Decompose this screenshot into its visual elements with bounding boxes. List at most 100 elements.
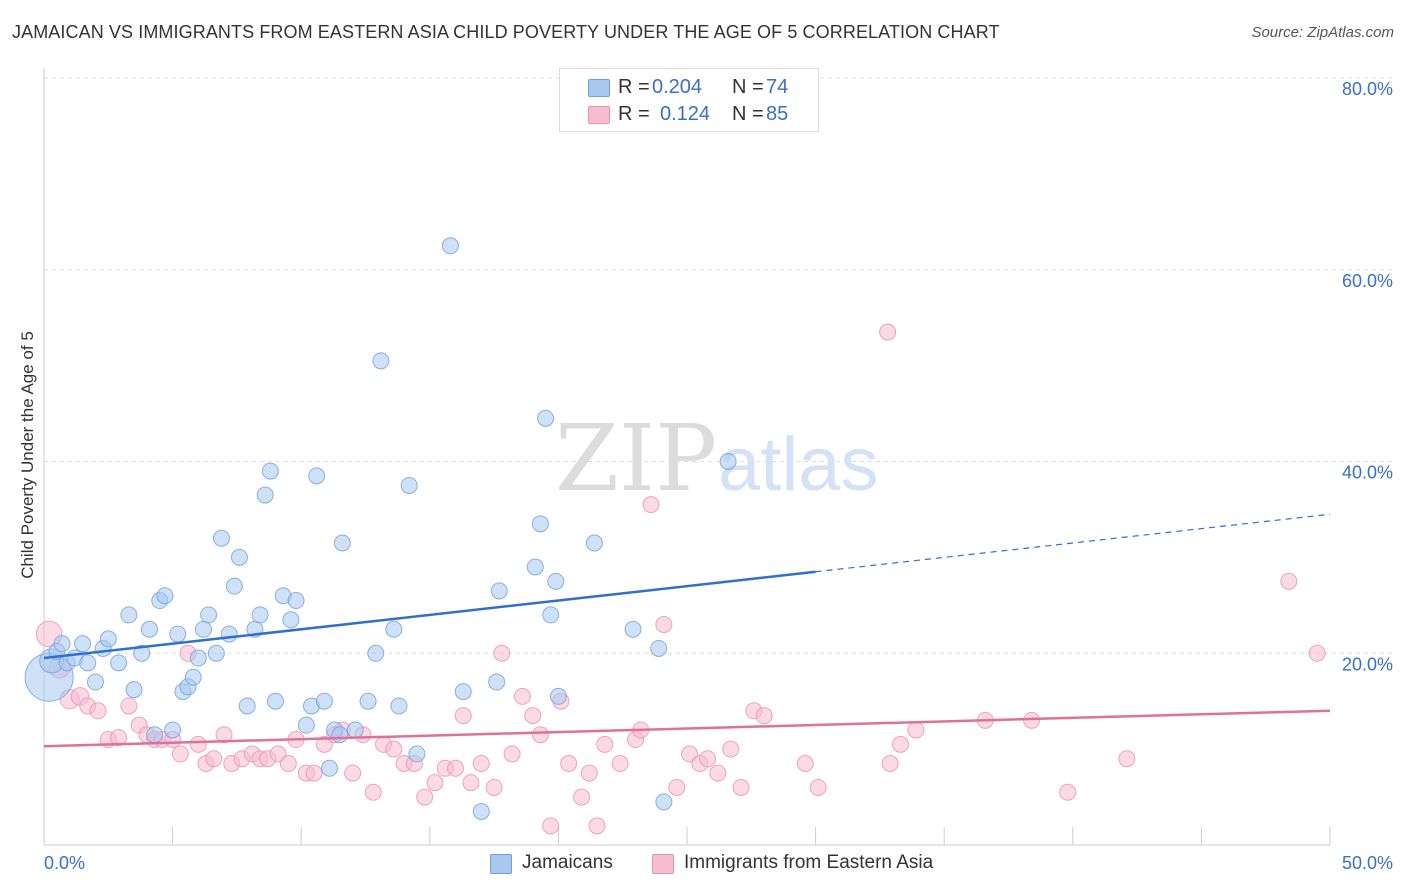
eastern-asia-point	[120, 697, 138, 715]
eastern-asia-point	[385, 740, 403, 758]
jamaican-point	[184, 668, 202, 686]
jamaican-point	[74, 635, 92, 653]
series-swatch-jamaicans	[490, 854, 512, 874]
legend-n-label: N =	[732, 76, 764, 98]
eastern-asia-point	[879, 323, 897, 341]
jamaican-point	[585, 534, 603, 552]
eastern-asia-point	[732, 778, 750, 796]
jamaican-point	[315, 692, 333, 710]
legend-row-eastern-asia: R = 0.124 N = 85	[560, 103, 818, 129]
eastern-asia-point	[524, 707, 542, 725]
jamaican-point	[333, 534, 351, 552]
eastern-asia-point	[907, 721, 925, 739]
eastern-asia-point	[171, 745, 189, 763]
legend-swatch-jamaicans	[588, 79, 610, 97]
eastern-asia-point	[454, 707, 472, 725]
eastern-asia-point	[1059, 783, 1077, 801]
jamaican-point	[189, 649, 207, 667]
eastern-asia-point	[503, 745, 521, 763]
eastern-asia-point	[344, 764, 362, 782]
jamaican-point	[320, 759, 338, 777]
eastern-asia-point	[881, 755, 899, 773]
jamaican-point	[308, 467, 326, 485]
jamaican-point	[624, 620, 642, 638]
x-tick-label: 0.0%	[44, 853, 85, 873]
legend-r-value: 0.204	[652, 76, 703, 98]
jamaican-point	[238, 697, 256, 715]
eastern-asia-point	[493, 644, 511, 662]
jamaican-point	[133, 644, 151, 662]
eastern-asia-point	[279, 755, 297, 773]
eastern-asia-point	[611, 755, 629, 773]
jamaican-point	[261, 462, 279, 480]
jamaican-point	[146, 726, 164, 744]
jamaicans-trend-line	[43, 570, 816, 660]
jamaican-point	[53, 635, 71, 653]
jamaican-point	[156, 587, 174, 605]
jamaican-point	[220, 625, 238, 643]
jamaican-point	[110, 654, 128, 672]
eastern-asia-trend-line	[43, 709, 1331, 748]
eastern-asia-point	[699, 750, 717, 768]
jamaicans-trend-extension	[815, 513, 1331, 573]
eastern-asia-point	[1308, 644, 1326, 662]
eastern-asia-point	[462, 774, 480, 792]
legend-r-label: R =	[618, 76, 650, 98]
legend-swatch-eastern-asia	[588, 106, 610, 124]
eastern-asia-point	[426, 774, 444, 792]
jamaican-point	[531, 515, 549, 533]
jamaican-point	[408, 745, 426, 763]
correlation-legend: R = 0.204 N = 74 R = 0.124 N = 85	[559, 68, 819, 132]
jamaican-point	[212, 529, 230, 547]
eastern-asia-point	[668, 778, 686, 796]
y-tick-label: 40.0%	[1342, 463, 1393, 483]
eastern-asia-point	[215, 726, 233, 744]
eastern-asia-point	[89, 702, 107, 720]
eastern-asia-point	[110, 729, 128, 747]
legend-n-label: N =	[732, 103, 764, 125]
jamaican-point	[256, 486, 274, 504]
eastern-asia-point	[580, 764, 598, 782]
legend-n-value: 85	[766, 103, 789, 125]
jamaican-point	[194, 620, 212, 638]
eastern-asia-point	[485, 778, 503, 796]
legend-n-value: 74	[766, 76, 789, 98]
jamaican-point	[331, 726, 349, 744]
jamaican-point	[164, 721, 182, 739]
eastern-asia-point	[755, 707, 773, 725]
eastern-asia-point	[472, 755, 490, 773]
eastern-asia-point	[205, 750, 223, 768]
eastern-asia-point	[596, 735, 614, 753]
jamaican-point	[400, 476, 418, 494]
jamaican-point	[99, 630, 117, 648]
eastern-asia-point	[189, 735, 207, 753]
eastern-asia-point	[809, 778, 827, 796]
jamaican-point	[200, 606, 218, 624]
y-tick-label: 20.0%	[1342, 654, 1393, 674]
jamaican-point	[251, 606, 269, 624]
jamaican-point	[169, 625, 187, 643]
eastern-asia-point	[722, 740, 740, 758]
jamaican-point	[454, 683, 472, 701]
jamaican-point	[488, 673, 506, 691]
y-tick-label: 80.0%	[1342, 79, 1393, 99]
jamaican-point	[225, 577, 243, 595]
eastern-asia-point	[642, 496, 660, 514]
x-tick-label: 50.0%	[1342, 853, 1393, 873]
jamaican-point	[441, 237, 459, 255]
jamaican-point	[367, 644, 385, 662]
jamaican-point	[385, 620, 403, 638]
jamaican-point	[549, 687, 567, 705]
eastern-asia-point	[709, 764, 727, 782]
legend-r-label: R =	[618, 103, 650, 125]
eastern-asia-point	[364, 783, 382, 801]
jamaican-point	[390, 697, 408, 715]
series-label-eastern-asia: Immigrants from Eastern Asia	[684, 852, 934, 873]
watermark-atlas: atlas	[718, 422, 879, 507]
series-swatch-eastern-asia	[652, 854, 674, 874]
eastern-asia-point	[588, 817, 606, 835]
jamaican-point	[542, 606, 560, 624]
jamaican-point	[547, 572, 565, 590]
eastern-asia-point	[447, 759, 465, 777]
jamaican-point	[297, 716, 315, 734]
